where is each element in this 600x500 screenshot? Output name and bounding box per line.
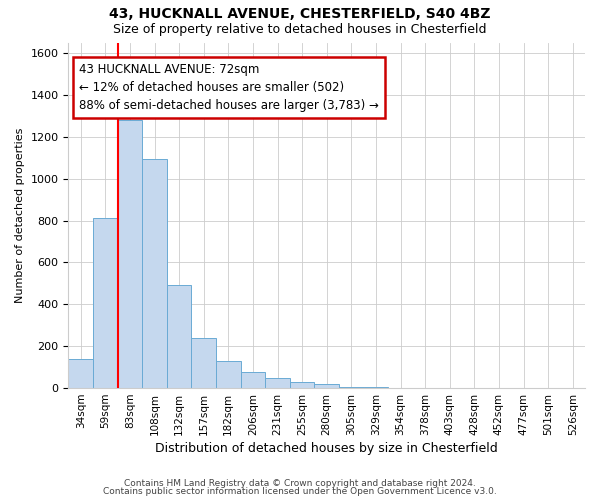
Bar — [265, 378, 290, 388]
Bar — [290, 382, 314, 388]
Text: 43 HUCKNALL AVENUE: 72sqm
← 12% of detached houses are smaller (502)
88% of semi: 43 HUCKNALL AVENUE: 72sqm ← 12% of detac… — [79, 63, 379, 112]
Bar — [339, 387, 364, 388]
Bar — [241, 372, 265, 388]
Text: Contains public sector information licensed under the Open Government Licence v3: Contains public sector information licen… — [103, 487, 497, 496]
Bar — [142, 158, 167, 388]
Bar — [314, 384, 339, 388]
Bar — [93, 218, 118, 388]
X-axis label: Distribution of detached houses by size in Chesterfield: Distribution of detached houses by size … — [155, 442, 498, 455]
Bar — [118, 120, 142, 388]
Text: 43, HUCKNALL AVENUE, CHESTERFIELD, S40 4BZ: 43, HUCKNALL AVENUE, CHESTERFIELD, S40 4… — [109, 8, 491, 22]
Bar — [68, 358, 93, 388]
Bar — [216, 361, 241, 388]
Text: Contains HM Land Registry data © Crown copyright and database right 2024.: Contains HM Land Registry data © Crown c… — [124, 478, 476, 488]
Bar — [191, 338, 216, 388]
Text: Size of property relative to detached houses in Chesterfield: Size of property relative to detached ho… — [113, 22, 487, 36]
Y-axis label: Number of detached properties: Number of detached properties — [15, 128, 25, 303]
Bar — [167, 286, 191, 388]
